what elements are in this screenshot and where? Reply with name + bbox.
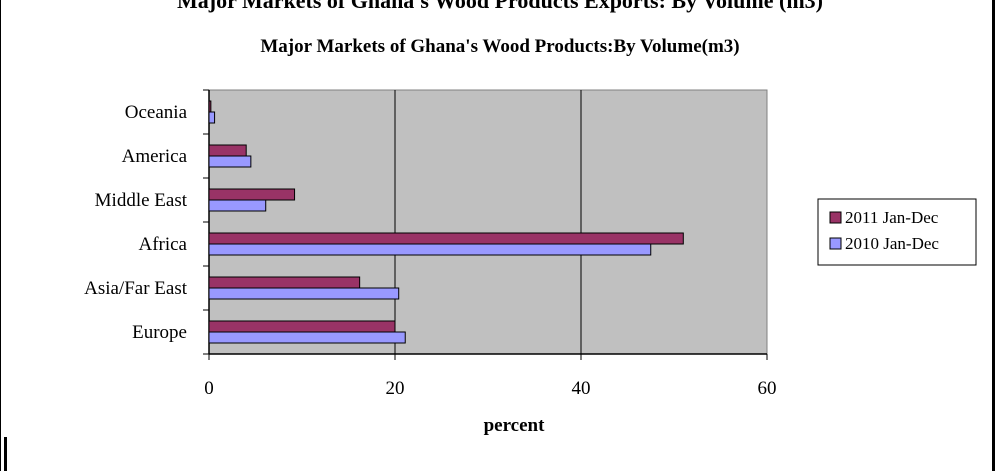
x-tick-label: 20: [386, 378, 405, 399]
bar-2010-jan-dec: [208, 111, 216, 124]
legend: 2011 Jan-Dec 2010 Jan-Dec: [817, 198, 977, 266]
page-caption: Major Markets of Ghana's Wood Products E…: [177, 0, 823, 13]
y-tick-label: Europe: [132, 322, 187, 343]
bar-2011-jan-dec: [208, 320, 396, 333]
bar-2010-jan-dec: [208, 199, 267, 212]
bar-2011-jan-dec: [208, 100, 212, 113]
y-tick-label: Middle East: [95, 190, 188, 211]
frame-edge-mark: [4, 437, 7, 471]
y-tick-label: Asia/Far East: [84, 278, 188, 299]
bar-2011-jan-dec: [208, 232, 684, 245]
bar-2011-jan-dec: [208, 276, 361, 289]
x-tick-label: 40: [572, 378, 591, 399]
plot-area: 0 20 40 60 Oceania America Middle East Africa As…: [84, 89, 777, 399]
legend-label: 2011 Jan-Dec: [845, 208, 939, 227]
bar-2011-jan-dec: [208, 188, 296, 201]
legend-swatch: [829, 237, 842, 250]
x-axis-label: percent: [484, 415, 546, 436]
bar-2010-jan-dec: [208, 287, 400, 300]
bar-2010-jan-dec: [208, 243, 652, 256]
plot-background: [208, 89, 768, 355]
x-tick-label: 60: [758, 378, 777, 399]
legend-label: 2010 Jan-Dec: [845, 234, 939, 253]
legend-swatch: [829, 211, 842, 224]
bar-2010-jan-dec: [208, 331, 406, 344]
legend-box: [817, 198, 977, 266]
chart-title: Major Markets of Ghana's Wood Products:B…: [260, 36, 739, 57]
y-tick-label: America: [122, 146, 188, 167]
x-tick-label: 0: [204, 378, 214, 399]
bar-2010-jan-dec: [208, 155, 252, 168]
y-tick-label: Oceania: [125, 102, 188, 123]
bar-2011-jan-dec: [208, 144, 247, 157]
y-tick-label: Africa: [138, 234, 187, 255]
